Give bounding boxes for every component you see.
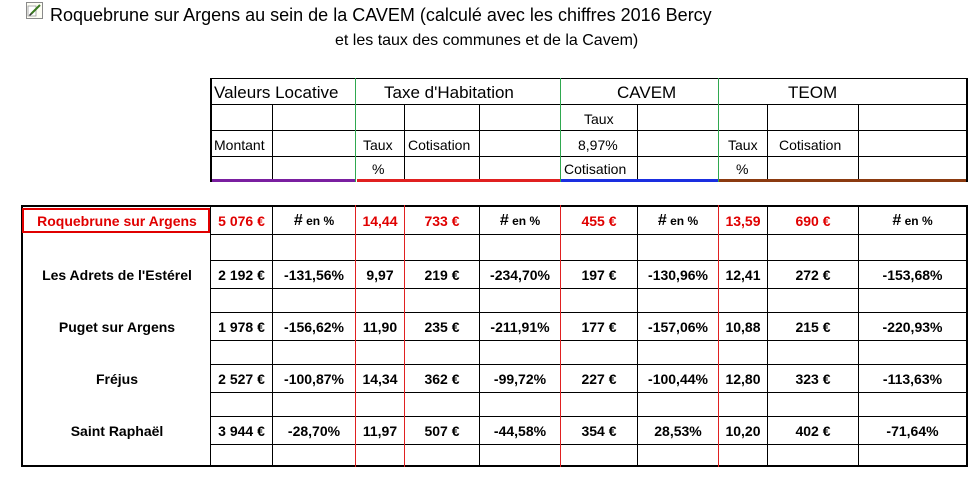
row-4-cav-pct: 28,53% — [654, 423, 702, 439]
row-3-cav-cot: 227 € — [581, 371, 617, 387]
row-4-vl-pct: -28,70% — [287, 423, 341, 439]
row-0-vl-pct-header: # en % — [293, 212, 335, 229]
row-3-th-pct: -99,72% — [493, 371, 547, 387]
row-2-te-pct: -220,93% — [882, 319, 943, 335]
row-3-name: Fréjus — [95, 371, 138, 387]
row-4-cav-cot: 354 € — [581, 423, 617, 439]
row-2-vl-pct: -156,62% — [284, 319, 344, 335]
teom-taux-label: Taux — [728, 137, 758, 153]
row-2-name: Puget sur Argens — [58, 319, 176, 335]
row-1-cav-pct: -130,96% — [648, 267, 708, 283]
pencil-icon — [26, 2, 43, 19]
row-1-name: Les Adrets de l'Estérel — [42, 267, 192, 283]
row-0-te-cot: 690 € — [795, 213, 831, 229]
th-percent-label: % — [372, 161, 385, 177]
header-taxe-habitation: Taxe d'Habitation — [384, 83, 514, 102]
row-3-vl-pct: -100,87% — [284, 371, 344, 387]
row-1-vl: 2 192 € — [218, 267, 265, 283]
row-0-th-cot: 733 € — [424, 213, 460, 229]
row-0-vl: 5 076 € — [218, 213, 265, 229]
montant-label: Montant — [214, 137, 265, 153]
row-0-cav-pct-header: # en % — [657, 212, 699, 229]
row-2-te-taux: 10,88 — [725, 319, 761, 335]
row-3-th-taux: 14,34 — [362, 371, 398, 387]
row-3-te-taux: 12,80 — [725, 371, 761, 387]
row-2-th-pct: -211,91% — [490, 319, 550, 335]
row-2-cav-pct: -157,06% — [648, 319, 708, 335]
header-valeurs-locatives: Valeurs Locative — [214, 83, 339, 102]
row-2-vl: 1 978 € — [218, 319, 265, 335]
row-0-th-pct-header: # en % — [499, 212, 541, 229]
row-2-te-cot: 215 € — [795, 319, 831, 335]
th-cotisation-label: Cotisation — [408, 137, 471, 153]
teom-cotisation-label: Cotisation — [779, 137, 842, 153]
row-3-cav-pct: -100,44% — [648, 371, 708, 387]
cavem-taux-label: Taux — [584, 111, 614, 127]
row-4-te-cot: 402 € — [795, 423, 831, 439]
th-taux-label: Taux — [363, 137, 393, 153]
row-4-te-pct: -71,64% — [886, 423, 939, 439]
page-subtitle: et les taux des communes et de la Cavem) — [335, 32, 639, 49]
row-3-vl: 2 527 € — [218, 371, 265, 387]
teom-percent-label: % — [736, 161, 749, 177]
row-0-cav-cot: 455 € — [581, 213, 617, 229]
row-4-th-cot: 507 € — [424, 423, 460, 439]
row-3-th-cot: 362 € — [424, 371, 460, 387]
row-0-te-taux: 13,59 — [725, 213, 761, 229]
row-0-th-taux: 14,44 — [362, 213, 398, 229]
row-1-te-cot: 272 € — [795, 267, 831, 283]
header-cavem: CAVEM — [617, 83, 677, 102]
row-1-th-pct: -234,70% — [490, 267, 550, 283]
row-1-te-taux: 12,41 — [725, 267, 761, 283]
cavem-cotisation-label: Cotisation — [564, 161, 627, 177]
row-3-te-pct: -113,63% — [882, 371, 943, 387]
row-1-vl-pct: -131,56% — [284, 267, 344, 283]
row-2-th-cot: 235 € — [424, 319, 460, 335]
row-0-te-pct-header: # en % — [892, 212, 933, 229]
row-4-th-pct: -44,58% — [493, 423, 547, 439]
row-4-vl: 3 944 € — [218, 423, 265, 439]
header-teom: TEOM — [788, 83, 838, 102]
page-title: Roquebrune sur Argens au sein de la CAVE… — [50, 5, 712, 25]
row-1-th-cot: 219 € — [424, 267, 460, 283]
row-2-cav-cot: 177 € — [581, 319, 617, 335]
row-4-th-taux: 11,97 — [362, 423, 398, 439]
row-2-th-taux: 11,90 — [362, 319, 398, 335]
row-1-cav-cot: 197 € — [581, 267, 617, 283]
row-4-te-taux: 10,20 — [725, 423, 761, 439]
row-1-th-taux: 9,97 — [366, 267, 394, 283]
row-3-te-cot: 323 € — [795, 371, 831, 387]
row-1-te-pct: -153,68% — [882, 267, 943, 283]
cavem-rate-value: 8,97% — [578, 137, 618, 153]
row-0-name: Roquebrune sur Argens — [37, 213, 197, 229]
row-4-name: Saint Raphaël — [70, 423, 164, 439]
